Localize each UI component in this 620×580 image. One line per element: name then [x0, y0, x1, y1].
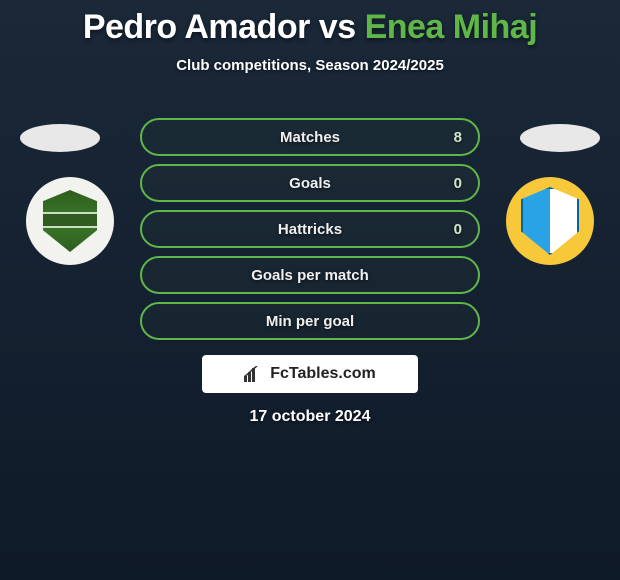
club-crest-icon	[43, 190, 97, 252]
attribution-badge: FcTables.com	[202, 355, 418, 393]
stat-label: Goals per match	[158, 267, 462, 284]
stats-panel: Matches 8 Goals 0 Hattricks 0 Goals per …	[140, 118, 480, 340]
player1-photo	[20, 124, 100, 152]
attribution-text: FcTables.com	[270, 365, 376, 383]
bars-icon	[244, 366, 264, 382]
stat-value-right: 0	[454, 221, 462, 238]
player1-name: Pedro Amador	[83, 8, 310, 46]
stat-value-right: 8	[454, 129, 462, 146]
stat-label: Goals	[158, 175, 462, 192]
player2-club-logo	[506, 177, 594, 265]
comparison-title: Pedro Amador vs Enea Mihaj	[0, 0, 620, 47]
stat-row-goals-per-match: Goals per match	[140, 256, 480, 294]
vs-separator: vs	[319, 8, 356, 46]
stat-label: Hattricks	[158, 221, 462, 238]
stat-label: Matches	[158, 129, 462, 146]
player2-name: Enea Mihaj	[365, 8, 538, 46]
stat-label: Min per goal	[158, 313, 462, 330]
stat-value-right: 0	[454, 175, 462, 192]
club-crest-icon	[521, 187, 579, 255]
player2-photo	[520, 124, 600, 152]
stat-row-matches: Matches 8	[140, 118, 480, 156]
subtitle: Club competitions, Season 2024/2025	[0, 57, 620, 74]
stat-row-hattricks: Hattricks 0	[140, 210, 480, 248]
player1-club-logo	[26, 177, 114, 265]
date-label: 17 october 2024	[0, 408, 620, 426]
stat-row-goals: Goals 0	[140, 164, 480, 202]
stat-row-min-per-goal: Min per goal	[140, 302, 480, 340]
